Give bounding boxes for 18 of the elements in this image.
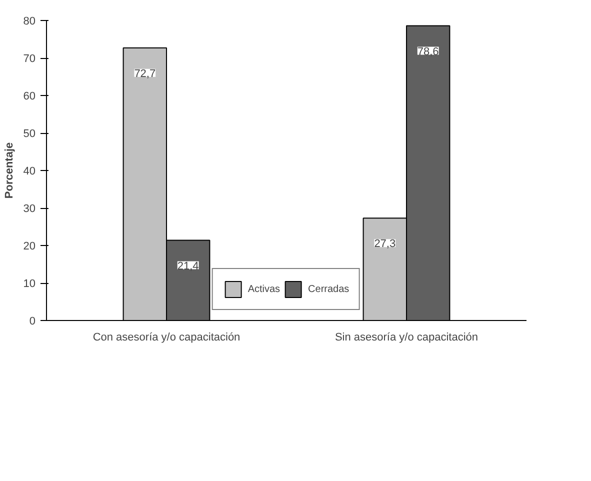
- data-label: 21,4: [177, 260, 199, 272]
- y-tick-label: 10: [23, 278, 36, 290]
- y-tick-label: 20: [23, 240, 36, 252]
- y-tick-label: 50: [23, 128, 36, 140]
- x-tick-label: Con asesoría y/o capacitación: [92, 332, 240, 344]
- legend-label: Activas: [248, 284, 280, 294]
- y-tick-label: 80: [23, 16, 36, 28]
- y-tick-label: 40: [23, 166, 36, 178]
- y-tick-label: 60: [23, 90, 36, 102]
- y-tick-label: 70: [23, 53, 36, 65]
- legend-label: Cerradas: [308, 284, 350, 294]
- y-axis-title: Porcentaje: [3, 142, 16, 199]
- data-label: 27,3: [374, 238, 396, 250]
- data-label: 78,6: [417, 46, 439, 58]
- y-tick-label: 0: [29, 316, 36, 328]
- x-tick-label: Sin asesoría y/o capacitación: [334, 332, 478, 344]
- data-label: 72,7: [134, 68, 156, 80]
- y-tick-label: 30: [23, 203, 36, 215]
